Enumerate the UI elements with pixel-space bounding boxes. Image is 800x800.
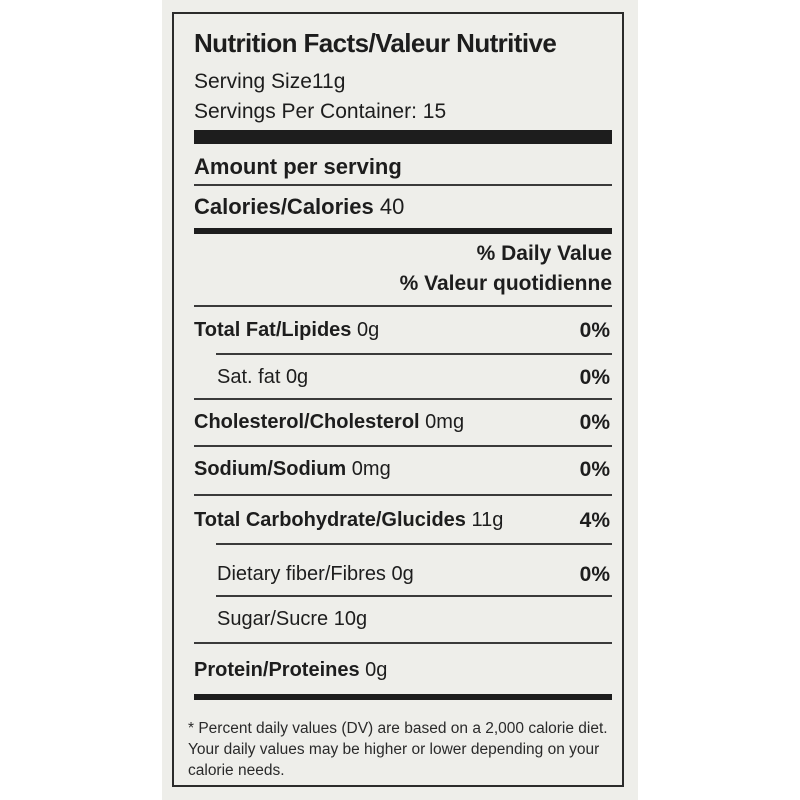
nutrient-label: Total Fat/Lipides: [194, 319, 352, 341]
nutrient-daily-value: 0%: [579, 411, 610, 434]
divider: [216, 595, 612, 597]
nutrient-label: Sugar/Sucre: [217, 608, 329, 630]
nutrient-row-sugar: Sugar/Sucre 10g: [217, 608, 610, 638]
nutrition-facts-panel: Nutrition Facts/Valeur Nutritive Serving…: [172, 12, 624, 787]
footnote: * Percent daily values (DV) are based on…: [188, 720, 608, 779]
label-title: Nutrition Facts/Valeur Nutritive: [194, 28, 557, 58]
divider: [194, 494, 612, 496]
nutrient-row-dietary-fiber: Dietary fiber/Fibres 0g 0%: [217, 563, 610, 593]
thick-divider: [194, 130, 612, 144]
nutrient-label: Protein/Proteines: [194, 659, 360, 681]
nutrient-daily-value: 0%: [579, 563, 610, 586]
calories-value: 40: [379, 194, 405, 219]
divider: [194, 398, 612, 400]
divider: [194, 445, 612, 447]
nutrient-label: Dietary fiber/Fibres: [217, 563, 386, 585]
serving-size: Serving Size11g: [194, 70, 346, 93]
nutrient-label: Cholesterol/Cholesterol: [194, 411, 420, 433]
nutrient-row-total-carbohydrate: Total Carbohydrate/Glucides 11g 4%: [194, 509, 610, 539]
nutrient-amount: 0g: [356, 319, 380, 341]
nutrient-amount: 11g: [471, 509, 504, 531]
medium-divider: [194, 228, 612, 234]
divider: [216, 353, 612, 355]
nutrient-amount: 0mg: [425, 411, 465, 433]
divider: [216, 543, 612, 545]
calories-row: Calories/Calories 40: [194, 194, 404, 220]
nutrient-row-sodium: Sodium/Sodium 0mg 0%: [194, 458, 610, 488]
nutrient-daily-value: 0%: [579, 366, 610, 389]
calories-label: Calories/Calories: [194, 194, 374, 219]
nutrient-amount: 0mg: [351, 458, 391, 480]
servings-per-container: Servings Per Container: 15: [194, 100, 447, 123]
nutrient-label: Sat. fat: [217, 366, 281, 388]
daily-value-heading: % Daily Value: [476, 242, 612, 265]
nutrient-amount: 0g: [285, 366, 309, 388]
nutrient-label: Total Carbohydrate/Glucides: [194, 509, 466, 531]
valeur-quotidienne-heading: % Valeur quotidienne: [399, 272, 612, 295]
divider: [194, 184, 612, 186]
nutrient-amount: 10g: [333, 608, 368, 630]
nutrient-row-sat-fat: Sat. fat 0g 0%: [217, 366, 610, 396]
nutrient-amount: 0g: [365, 659, 388, 681]
divider: [194, 305, 612, 307]
nutrient-daily-value: 4%: [579, 509, 610, 532]
amount-per-serving: Amount per serving: [194, 154, 402, 179]
nutrient-row-protein: Protein/Proteines 0g: [194, 659, 610, 689]
nutrient-row-cholesterol: Cholesterol/Cholesterol 0mg 0%: [194, 411, 610, 441]
divider: [194, 642, 612, 644]
nutrient-daily-value: 0%: [579, 458, 610, 481]
nutrient-label: Sodium/Sodium: [194, 458, 347, 480]
nutrient-daily-value: 0%: [579, 319, 610, 342]
nutrient-row-total-fat: Total Fat/Lipides 0g 0%: [194, 319, 610, 349]
nutrient-amount: 0g: [391, 563, 414, 585]
medium-divider: [194, 694, 612, 700]
